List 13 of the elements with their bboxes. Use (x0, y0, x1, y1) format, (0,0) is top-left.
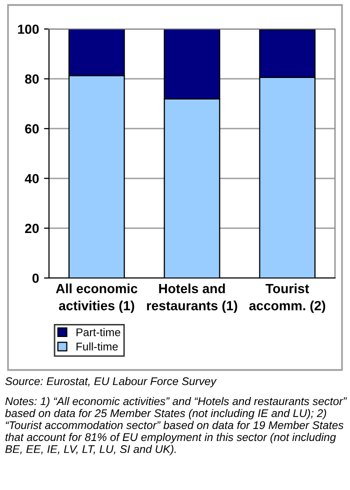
y-tick-label: 60 (25, 124, 39, 134)
text: Notes: 1) “All economic activities” and “Hotels and restaurants sector” based on data for 25 Member States (not including IE and LU); 2) “Tourist accommodation sector” based on data for 19 Member States that account for 81% of EU employment in this sector (not including BE, EE, IE, LV, LT, LU, SI and UK). (5, 397, 347, 456)
y-tick-label: 80 (25, 74, 39, 84)
y-tick-label: 40 (24, 174, 39, 184)
legend-label: Full-time (76, 342, 118, 350)
y-tick-label: 0 (32, 274, 39, 283)
y-tick-label: 100 (18, 24, 39, 34)
y-tick-label: 20 (25, 224, 39, 234)
x-tick-label: Tourist accomm. (2) (249, 284, 326, 313)
x-tick-label: Hotels and restaurants (1) (147, 284, 238, 313)
source-note: Source: Eurostat, EU Labour Force Survey (5, 377, 217, 388)
legend-label: Part-time (76, 328, 120, 336)
x-tick-label: All economic activities (1) (56, 284, 138, 313)
